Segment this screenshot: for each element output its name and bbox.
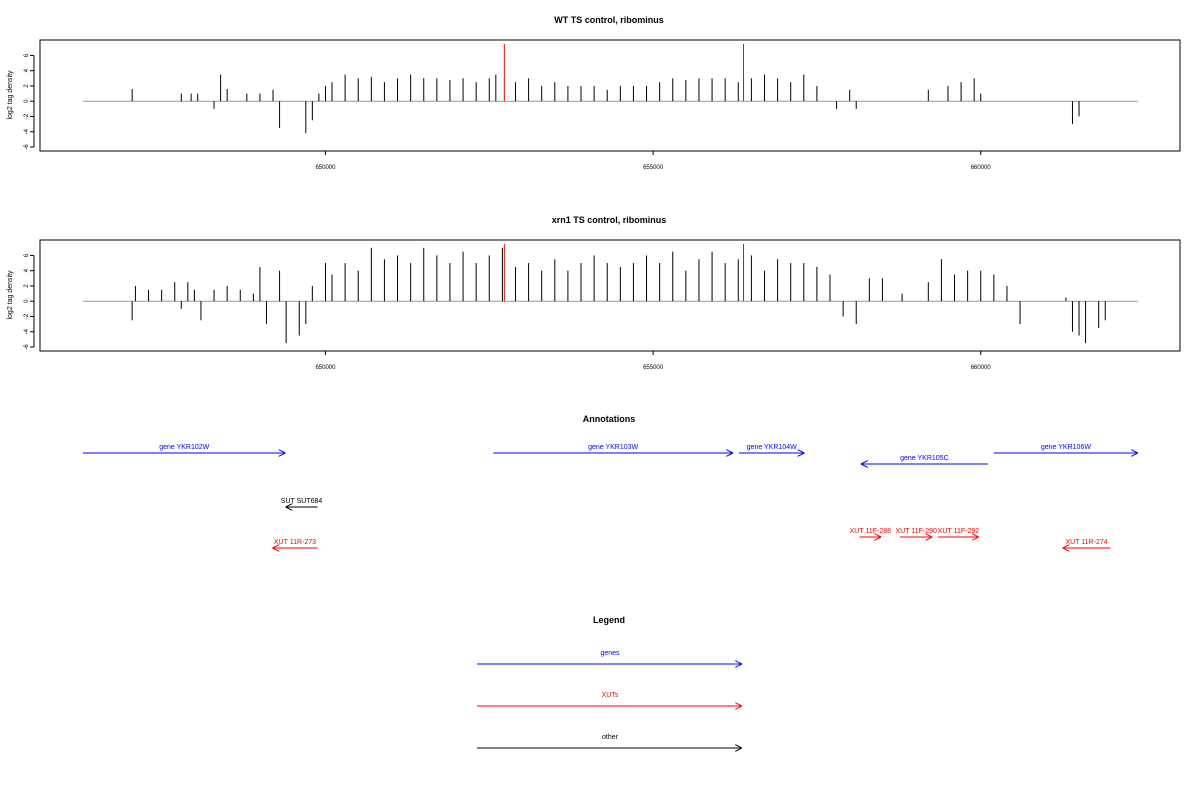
- legend-item: other: [477, 734, 742, 748]
- legend-panel: Legend genes XUTs other: [477, 615, 742, 748]
- feature-label: gene YKR105C: [900, 455, 949, 462]
- feature-label: gene YKR103W: [588, 444, 638, 451]
- legend-label: XUTs: [602, 692, 619, 699]
- annotation-features: gene YKR102W gene YKR103W gene YKR104W gene…: [83, 444, 1138, 548]
- panel-wt: WT TS control, ribominus 6 4 2 0 -2 -4 -6 log2…: [7, 15, 1181, 171]
- x-tick-label: 655000: [643, 365, 664, 371]
- y-tick-label: 0: [24, 299, 30, 303]
- feature-label: gene YKR104W: [747, 444, 797, 451]
- feature-label: SUT SUT684: [281, 498, 323, 505]
- annotation-feature: XUT 11F-292: [938, 528, 979, 537]
- y-tick-label: 6: [24, 53, 30, 57]
- annotation-feature: gene YKR104W: [738, 444, 805, 453]
- feature-label: XUT 11F-290: [896, 528, 937, 535]
- y-tick-label: 4: [24, 268, 30, 272]
- y-tick-label: -4: [24, 328, 30, 334]
- y-tick-label: 0: [24, 99, 30, 103]
- annotation-feature: XUT 11F-288: [850, 528, 891, 537]
- legend-label: genes: [600, 650, 620, 657]
- x-tick-label: 655000: [643, 165, 664, 171]
- panel-wt-frame: [39, 39, 1181, 152]
- y-tick-label: -6: [24, 344, 30, 350]
- panel-xrn1: xrn1 TS control, ribominus 6 4 2 0 -2 -4 -6 lo…: [7, 215, 1181, 371]
- y-tick-label: 4: [24, 68, 30, 72]
- panel-xrn1-frame: [39, 239, 1181, 352]
- panel-xrn1-title: xrn1 TS control, ribominus: [552, 215, 667, 225]
- legend-items: genes XUTs other: [477, 650, 742, 748]
- panel-xrn1-y-axis: 6 4 2 0 -2 -4 -6: [24, 253, 35, 350]
- y-tick-label: -2: [24, 313, 30, 319]
- panel-wt-x-axis: 650000 655000 660000: [315, 151, 991, 171]
- legend-title: Legend: [593, 615, 625, 625]
- y-tick-label: 2: [24, 84, 30, 88]
- legend-item: XUTs: [477, 692, 742, 706]
- x-tick-label: 650000: [315, 365, 336, 371]
- feature-label: XUT 11R-274: [1065, 539, 1107, 546]
- y-tick-label: -2: [24, 113, 30, 119]
- annotations-panel: Annotations gene YKR102W gene YKR103W gene…: [83, 414, 1138, 548]
- annotation-feature: gene YKR103W: [493, 444, 734, 453]
- annotation-feature: XUT 11R-273: [272, 539, 318, 548]
- x-tick-label: 660000: [971, 165, 992, 171]
- annotations-title: Annotations: [583, 414, 636, 424]
- annotation-feature: gene YKR105C: [860, 455, 988, 464]
- annotation-feature: SUT SUT684: [281, 498, 323, 507]
- annotation-feature: XUT 11F-290: [896, 528, 937, 537]
- annotation-feature: gene YKR102W: [83, 444, 286, 453]
- y-tick-label: 2: [24, 284, 30, 288]
- feature-label: XUT 11F-288: [850, 528, 891, 535]
- panel-xrn1-ylabel: log2 tag density: [7, 270, 14, 320]
- feature-label: gene YKR106W: [1041, 444, 1091, 451]
- feature-label: XUT 11F-292: [938, 528, 979, 535]
- y-tick-label: -6: [24, 144, 30, 150]
- panel-wt-title: WT TS control, ribominus: [554, 15, 664, 25]
- feature-label: XUT 11R-273: [274, 539, 316, 546]
- legend-item: genes: [477, 650, 742, 664]
- y-tick-label: -4: [24, 128, 30, 134]
- panel-wt-ylabel: log2 tag density: [7, 70, 14, 120]
- y-tick-label: 6: [24, 253, 30, 257]
- annotation-feature: XUT 11R-274: [1062, 539, 1111, 548]
- panel-xrn1-bars: [83, 244, 1138, 344]
- panel-wt-y-axis: 6 4 2 0 -2 -4 -6: [24, 53, 35, 150]
- panel-wt-bars: [83, 44, 1138, 134]
- x-tick-label: 660000: [971, 365, 992, 371]
- panel-xrn1-x-axis: 650000 655000 660000: [315, 351, 991, 371]
- annotation-feature: gene YKR106W: [993, 444, 1138, 453]
- feature-label: gene YKR102W: [159, 444, 209, 451]
- legend-label: other: [602, 734, 619, 741]
- x-tick-label: 650000: [315, 165, 336, 171]
